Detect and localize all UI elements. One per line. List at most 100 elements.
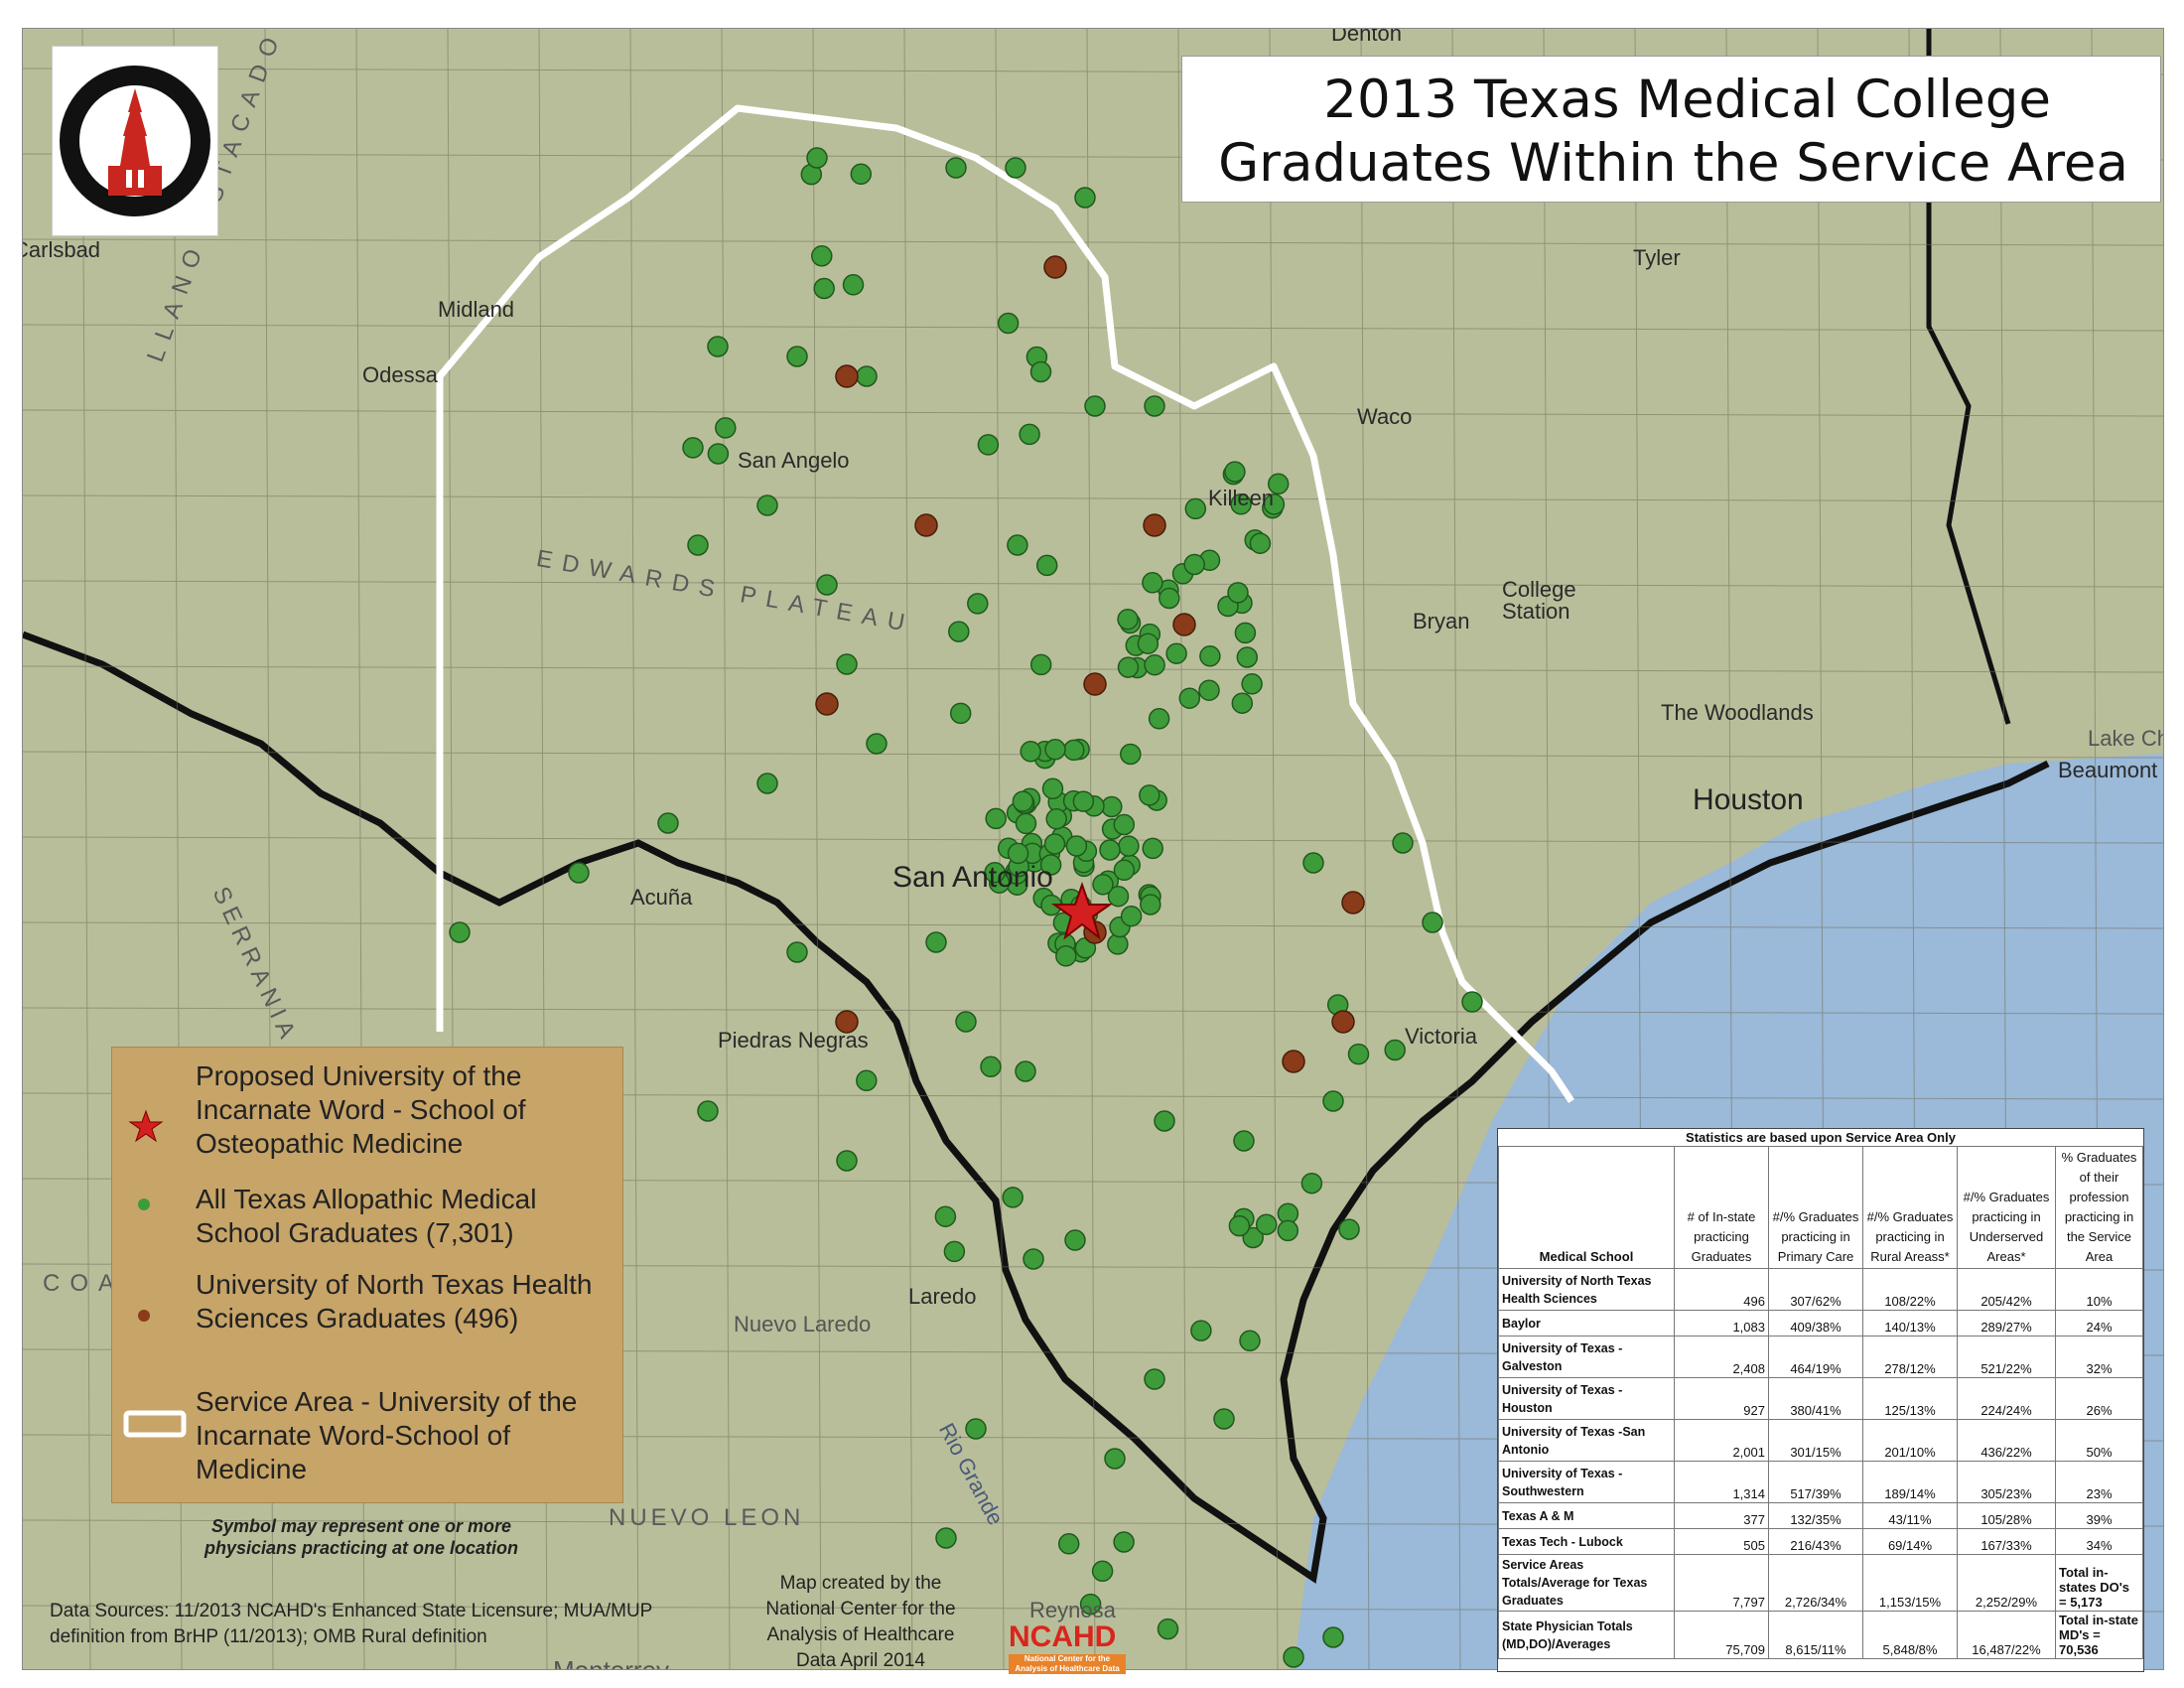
stats-cell-pct: 23% (2055, 1461, 2143, 1503)
city-label-lake-charles: Lake Charles (2088, 726, 2163, 751)
graduate-dot (850, 163, 873, 186)
city-label-acuna: Acuña (630, 885, 693, 910)
stats-cell-primary: 307/62% (1768, 1268, 1863, 1311)
graduate-dot (682, 437, 704, 459)
stats-cell-pct: 26% (2055, 1377, 2143, 1420)
graduate-dot (449, 921, 471, 943)
graduate-dot (1184, 497, 1207, 520)
stats-cell-rural: 201/10% (1862, 1419, 1958, 1462)
graduate-dot (1178, 687, 1201, 709)
graduate-dot (1023, 1248, 1044, 1270)
city-label-reynosa: Reynosa (1029, 1598, 1116, 1622)
stats-school-name: University of Texas -San Antonio (1498, 1419, 1675, 1462)
region-label-nuevo-leon: NUEVO LEON (609, 1504, 805, 1531)
graduate-dot (657, 812, 679, 834)
graduate-dot (1154, 1110, 1175, 1132)
stats-cell-primary: 301/15% (1768, 1419, 1863, 1462)
graduate-dot (1198, 679, 1220, 701)
stats-cell-rural: 43/11% (1862, 1502, 1958, 1529)
stats-cell-underserved: 105/28% (1957, 1502, 2056, 1529)
graduate-dot (1104, 1448, 1126, 1470)
graduate-dot (1029, 653, 1052, 676)
stats-cell-underserved: 305/23% (1957, 1461, 2056, 1503)
graduate-dot (1392, 832, 1414, 854)
stats-cell-pct: Total in-state MD's = 70,536 (2055, 1611, 2143, 1659)
stats-cell-pct: Total in-states DO's = 5,173 (2055, 1554, 2143, 1612)
graduate-dot (813, 277, 835, 300)
stats-row: University of Texas - Houston 927 380/41% 1… (1498, 1377, 2143, 1420)
stats-cell-rural: 1,153/15% (1862, 1554, 1958, 1612)
graduate-dot (967, 593, 989, 615)
graduate-dot (985, 807, 1007, 830)
unt-graduate-dot (1083, 672, 1107, 696)
stats-school-name: Baylor (1498, 1310, 1675, 1336)
city-label-midland: Midland (438, 297, 515, 322)
stats-row: University of North Texas Health Science… (1498, 1268, 2143, 1311)
graduate-dot (1064, 1229, 1086, 1251)
graduate-dot (756, 494, 778, 516)
city-label-victoria: Victoria (1405, 1024, 1477, 1049)
stats-cell-primary: 464/19% (1768, 1336, 1863, 1378)
graduate-dot (1084, 395, 1106, 417)
graduate-dot (707, 443, 730, 465)
stats-row: University of Texas -San Antonio 2,001 301… (1498, 1419, 2143, 1462)
stats-row: State Physician Totals (MD,DO)/Averages 7… (1498, 1611, 2143, 1659)
stats-school-name: University of Texas - Galveston (1498, 1336, 1675, 1378)
graduate-dot (1012, 790, 1034, 812)
graduate-dot (786, 346, 808, 367)
stats-cell-underserved: 289/27% (1957, 1310, 2056, 1336)
stats-cell-rural: 108/22% (1862, 1268, 1958, 1311)
graduate-dot (1029, 360, 1052, 383)
city-label-nuevo-laredo: Nuevo Laredo (734, 1312, 872, 1336)
stats-cell-n: 1,083 (1674, 1310, 1769, 1336)
graduate-dot (1113, 1531, 1135, 1553)
stats-cell-primary: 8,615/11% (1768, 1611, 1863, 1659)
graduate-dot (1007, 534, 1028, 556)
stats-row: Service Areas Totals/Average for Texas G… (1498, 1554, 2143, 1612)
graduate-dot (1148, 708, 1170, 730)
graduate-dot (1302, 852, 1324, 874)
graduate-dot (1142, 572, 1163, 594)
graduate-dot (1213, 1408, 1235, 1430)
graduate-dot (1231, 692, 1254, 714)
stats-cell-underserved: 205/42% (1957, 1268, 2056, 1311)
graduate-dot (1041, 777, 1064, 800)
graduate-dot (1183, 553, 1205, 576)
graduate-dot (1079, 1593, 1102, 1616)
city-label-waco: Waco (1357, 404, 1413, 429)
graduate-dot (1099, 839, 1121, 861)
graduate-dot (806, 147, 828, 169)
graduate-dot (1092, 874, 1114, 896)
graduate-dot (945, 157, 967, 179)
graduate-dot (1072, 790, 1095, 812)
graduate-dot (1228, 1214, 1251, 1237)
graduate-dot (1157, 1618, 1179, 1640)
graduate-dot (1019, 423, 1040, 446)
graduate-dot (955, 1011, 977, 1033)
graduate-dot (925, 931, 947, 953)
stats-cell-n: 1,314 (1674, 1461, 1769, 1503)
graduate-dot (816, 574, 838, 596)
city-label-the-woodlands: The Woodlands (1661, 700, 1814, 725)
stats-cell-rural: 125/13% (1862, 1377, 1958, 1420)
stats-cell-underserved: 2,252/29% (1957, 1554, 2056, 1612)
stats-cell-n: 2,408 (1674, 1336, 1769, 1378)
legend-label-unt-graduates: University of North Texas Health Science… (196, 1269, 593, 1334)
unt-graduate-dot (835, 364, 859, 388)
stats-cell-pct: 24% (2055, 1310, 2143, 1336)
city-label-denton: Denton (1331, 28, 1402, 46)
graduate-dot (1159, 587, 1180, 610)
graduate-dot (1233, 1130, 1255, 1152)
texas-louisiana-border (1926, 29, 2011, 725)
header-service-area-pct: % Graduates of their profession practici… (2055, 1146, 2143, 1269)
graduate-dot (756, 773, 778, 794)
graduate-dot (1144, 1368, 1165, 1390)
stats-cell-pct: 32% (2055, 1336, 2143, 1378)
header-rural: #/% Graduates practicing in Rural Areass… (1862, 1146, 1958, 1269)
map-credit: Map created by the National Center for t… (765, 1573, 956, 1671)
stats-school-name: State Physician Totals (MD,DO)/Averages (1498, 1611, 1675, 1659)
city-label-piedras-negras: Piedras Negras (718, 1028, 869, 1053)
university-logo (52, 46, 218, 236)
unt-graduate-dot (1172, 613, 1196, 636)
graduate-dot (1322, 1090, 1344, 1112)
